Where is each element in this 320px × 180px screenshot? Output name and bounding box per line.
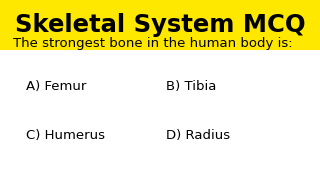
FancyBboxPatch shape (0, 0, 320, 50)
Text: D) Radius: D) Radius (166, 129, 230, 141)
Text: A) Femur: A) Femur (26, 80, 86, 93)
Text: B) Tibia: B) Tibia (166, 80, 217, 93)
Text: The strongest bone in the human body is:: The strongest bone in the human body is: (13, 37, 292, 50)
Text: C) Humerus: C) Humerus (26, 129, 105, 141)
Text: Skeletal System MCQ: Skeletal System MCQ (15, 13, 305, 37)
